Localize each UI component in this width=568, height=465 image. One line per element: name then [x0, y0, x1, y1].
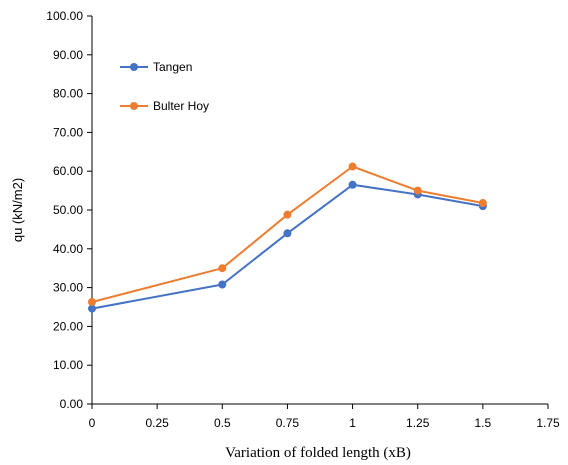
y-tick-label: 80.00 [53, 87, 83, 101]
y-axis-label: qu (kN/m2) [10, 178, 25, 242]
series-line-bulter-hoy [91, 165, 484, 303]
x-tick-label: 0 [89, 416, 96, 430]
x-axis-label: Variation of folded length (xB) [225, 445, 411, 461]
x-tick-label: 0.5 [214, 416, 231, 430]
data-point [478, 199, 487, 208]
y-tick-label: 40.00 [53, 242, 83, 256]
x-tick-label: 1 [349, 416, 356, 430]
y-tick-label: 10.00 [53, 358, 83, 372]
series-group [88, 162, 487, 313]
series-line-tangen [91, 183, 484, 310]
data-point [348, 162, 357, 171]
data-point [88, 297, 96, 306]
y-tick-label: 30.00 [53, 281, 83, 295]
legend: Tangen Bulter Hoy [120, 60, 209, 113]
data-point [218, 264, 227, 273]
axes: 0.00 10.00 20.00 30.00 40.00 50.00 60.00 70.00 8… [46, 9, 560, 430]
data-point [348, 180, 357, 189]
legend-label: Bulter Hoy [153, 99, 209, 113]
data-point [88, 304, 96, 313]
data-point [283, 229, 292, 238]
y-tick-label: 100.00 [46, 9, 83, 23]
data-point [413, 186, 422, 195]
x-tick-label: 0.75 [276, 416, 300, 430]
x-tick-label: 1.75 [536, 416, 560, 430]
x-tick-label: 1.5 [475, 416, 492, 430]
data-point [218, 280, 227, 289]
y-tick-label: 0.00 [60, 397, 84, 411]
legend-marker [130, 102, 138, 110]
y-tick-label: 50.00 [53, 203, 83, 217]
legend-label: Tangen [153, 60, 192, 74]
legend-marker [130, 63, 138, 71]
y-tick-label: 20.00 [53, 319, 83, 333]
x-tick-label: 1.25 [406, 416, 430, 430]
y-tick-label: 60.00 [53, 164, 83, 178]
data-point [283, 210, 292, 219]
y-tick-label: 90.00 [53, 48, 83, 62]
y-tick-label: 70.00 [53, 125, 83, 139]
x-tick-label: 0.25 [145, 416, 169, 430]
